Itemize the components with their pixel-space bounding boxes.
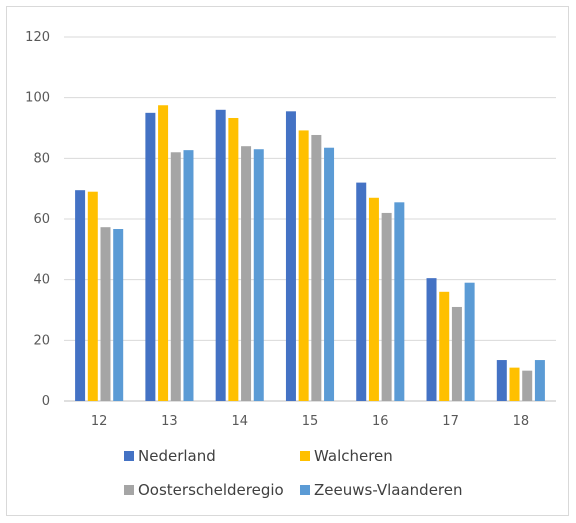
x-tick-label: 14 [231, 414, 248, 429]
bar-nederland [285, 111, 296, 402]
bar-nederland [426, 278, 437, 401]
legend-swatch [124, 451, 134, 461]
bar-walcheren [158, 105, 169, 401]
bar-walcheren [87, 191, 98, 401]
x-tick-label: 13 [161, 414, 178, 429]
y-tick-label: 120 [25, 30, 50, 45]
y-tick-label: 60 [33, 212, 50, 227]
bar-walcheren [228, 117, 239, 402]
bar-oosterschelderegio [381, 212, 392, 401]
legend-swatch [300, 485, 310, 495]
y-tick-label: 20 [33, 333, 50, 348]
bar-zeeuws-vlaanderen [324, 147, 335, 401]
bar-oosterschelderegio [100, 227, 111, 401]
x-tick-label: 16 [372, 414, 389, 429]
bar-zeeuws-vlaanderen [394, 202, 405, 401]
bar-walcheren [509, 367, 520, 401]
y-tick-label: 80 [33, 151, 50, 166]
x-tick-label: 15 [302, 414, 319, 429]
bar-nederland [215, 109, 226, 402]
bar-walcheren [439, 291, 450, 401]
bar-zeeuws-vlaanderen [464, 282, 475, 401]
bar-oosterschelderegio [311, 134, 322, 401]
bar-oosterschelderegio [170, 152, 181, 401]
legend-label: Walcheren [314, 447, 393, 465]
bar-walcheren [368, 197, 379, 401]
bar-oosterschelderegio [522, 370, 533, 401]
bar-zeeuws-vlaanderen [534, 360, 545, 401]
x-tick-label: 12 [91, 414, 108, 429]
y-tick-label: 40 [33, 273, 50, 288]
legend-swatch [300, 451, 310, 461]
x-tick-label: 17 [442, 414, 459, 429]
bar-zeeuws-vlaanderen [253, 149, 264, 401]
legend-label: Zeeuws-Vlaanderen [314, 481, 463, 499]
bar-nederland [145, 112, 156, 401]
bar-oosterschelderegio [241, 146, 252, 401]
x-tick-label: 18 [513, 414, 530, 429]
legend-label: Oosterschelderegio [138, 481, 284, 499]
y-tick-label: 100 [25, 91, 50, 106]
bar-nederland [75, 190, 86, 401]
bar-nederland [356, 182, 367, 401]
legend-label: Nederland [138, 447, 216, 465]
bar-zeeuws-vlaanderen [113, 229, 124, 401]
bar-walcheren [298, 130, 309, 401]
legend-swatch [124, 485, 134, 495]
bar-oosterschelderegio [451, 306, 462, 401]
bar-zeeuws-vlaanderen [183, 150, 194, 401]
y-tick-label: 0 [42, 394, 50, 409]
bar-nederland [496, 360, 507, 401]
